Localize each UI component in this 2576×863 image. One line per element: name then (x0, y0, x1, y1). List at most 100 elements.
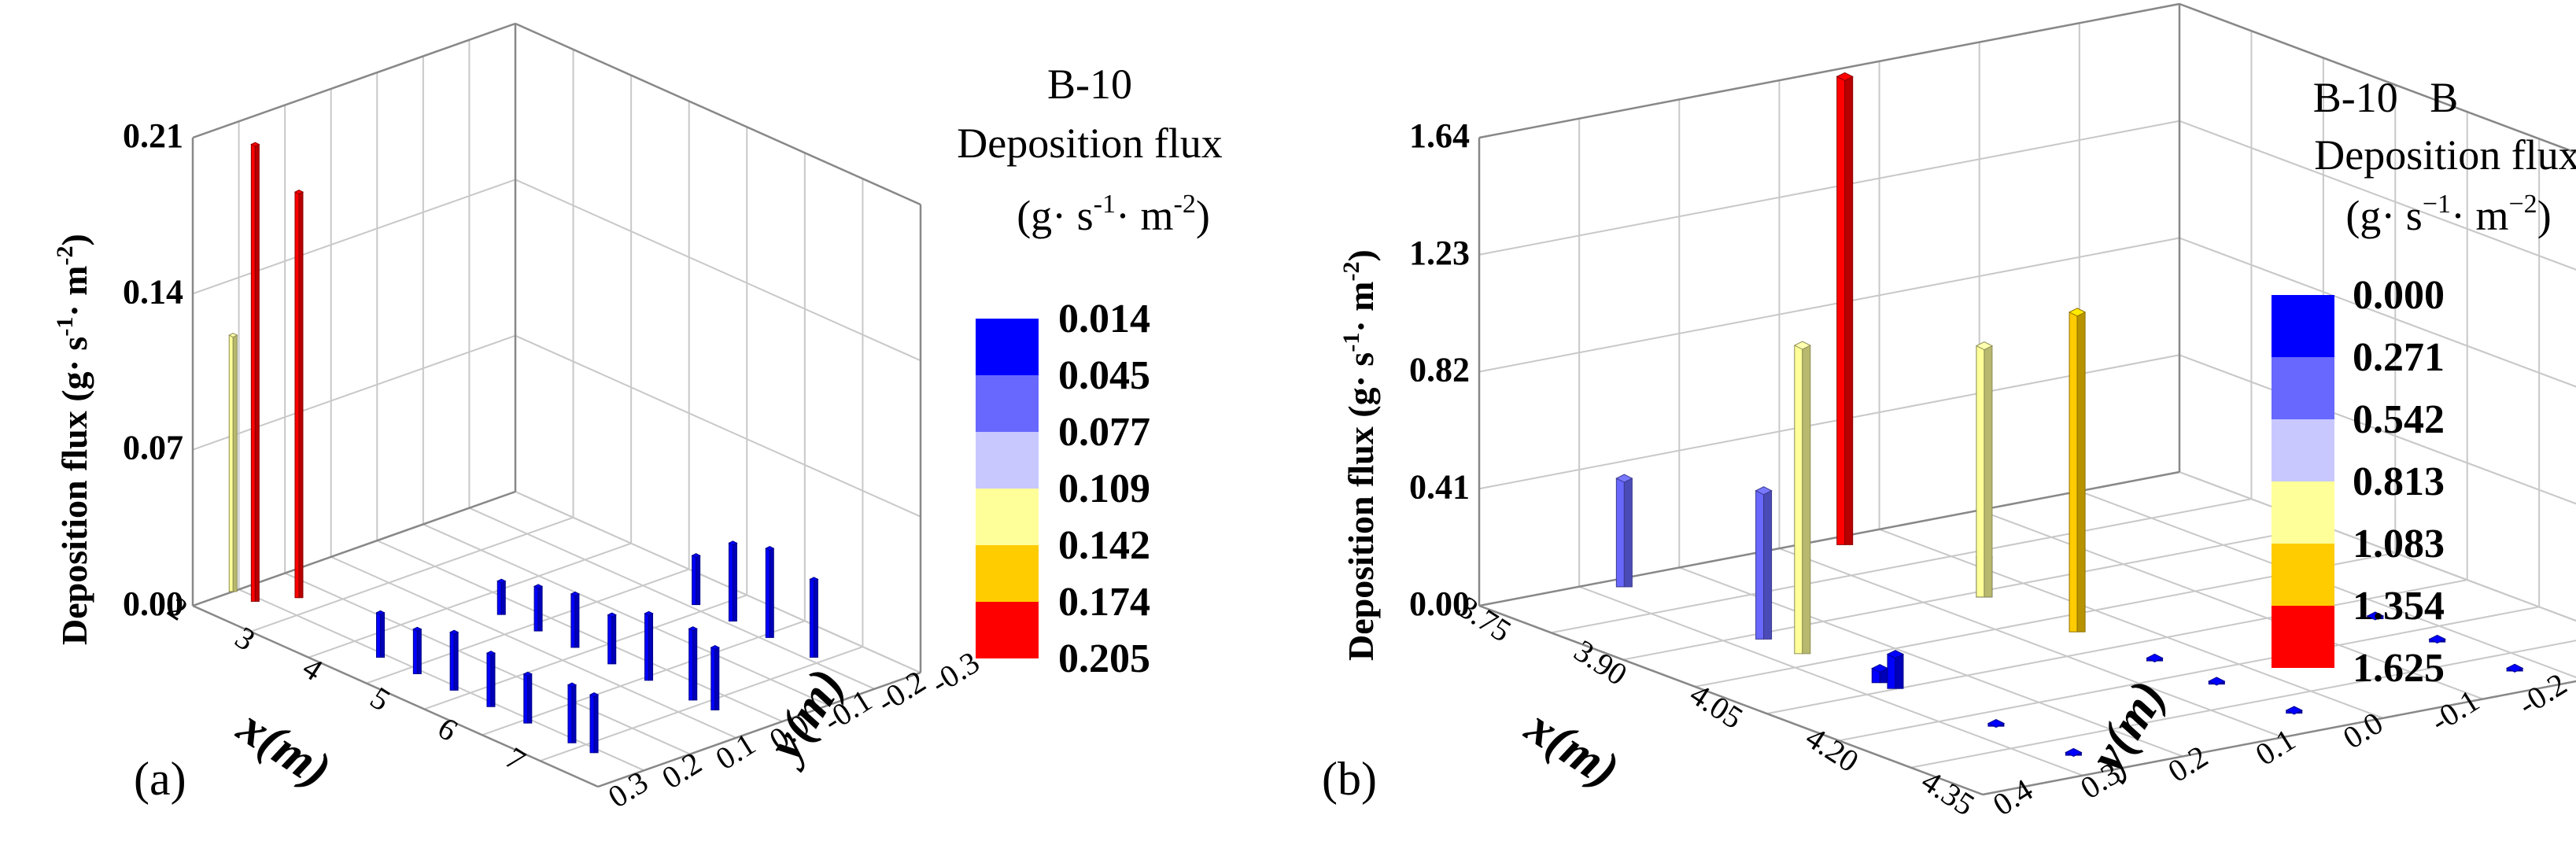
y-tick-label: -0.2 (2511, 666, 2573, 722)
z-tick-label: 0.14 (123, 272, 183, 311)
grid-line (423, 594, 747, 710)
bar (533, 584, 544, 632)
legend-color-block (976, 545, 1039, 602)
grid-line (376, 540, 783, 723)
axis-line (597, 671, 921, 788)
panel-b-legend-title-1: B-10 B (2313, 74, 2459, 121)
legend-color-block (976, 375, 1039, 432)
panel-b-x-axis-title: x(m) (1516, 698, 1629, 798)
bar (765, 546, 775, 638)
z-tick-label: 0.82 (1409, 351, 1470, 389)
y-tick-label: -0.2 (871, 663, 932, 720)
legend-color-block (976, 319, 1039, 375)
legend-level-label: 0.271 (2353, 335, 2445, 380)
legend-color-block (976, 432, 1039, 489)
grid-line (469, 507, 875, 690)
panel-a-legend-unit: (g· s-1· m-2) (1017, 190, 1210, 239)
grid-line (1879, 528, 2383, 719)
bar (644, 610, 654, 681)
y-tick-label: 0.0 (2337, 705, 2389, 756)
z-tick-label: 0.00 (123, 585, 183, 623)
bar (1793, 341, 1811, 655)
panel-b-label: (b) (1322, 753, 1377, 805)
x-tick-label: 3.90 (1568, 632, 1633, 692)
bar (1871, 664, 1889, 684)
legend-level-label: 0.205 (1058, 636, 1150, 681)
bar (496, 578, 507, 615)
grid-line (330, 555, 737, 739)
bar (728, 540, 738, 621)
panel-a-x-axis-title: x(m) (228, 698, 341, 798)
z-tick-label: 0.41 (1409, 467, 1470, 506)
x-tick-label: 4.20 (1799, 719, 1865, 779)
legend-color-block (976, 489, 1039, 545)
axis-line (192, 22, 516, 139)
legend-level-label: 0.109 (1058, 467, 1150, 511)
bar (566, 682, 578, 743)
grid-line (192, 179, 516, 295)
panel-a-bars (228, 142, 819, 754)
z-tick-label: 1.64 (1409, 116, 1470, 155)
grid-line (2179, 120, 2576, 271)
legend-level-label: 1.083 (2353, 522, 2445, 566)
grid-line (1766, 579, 2467, 715)
bar (809, 577, 819, 658)
legend-color-block (2272, 295, 2334, 357)
axis-line (1478, 470, 2180, 607)
grid-line (1838, 606, 2540, 742)
bar (589, 692, 600, 754)
grid-line (2179, 471, 2576, 622)
grid-line (1910, 640, 2576, 769)
grid-line (1478, 237, 2180, 373)
bar (691, 553, 701, 606)
bar (1975, 341, 1994, 598)
legend-level-label: 1.625 (2353, 646, 2445, 691)
panel-b-bars (1615, 72, 2524, 758)
axis-line (2179, 2, 2576, 154)
grid-line (423, 523, 829, 706)
bar (449, 629, 459, 691)
legend-level-label: 0.000 (2353, 273, 2445, 318)
bar (375, 610, 386, 658)
panel-b-z-axis-title: Deposition flux (g· s-1· m-2) (1338, 249, 1381, 661)
axis-line (1982, 680, 2576, 796)
grid-line (1551, 498, 2252, 634)
panel-a-legend-title-1: B-10 (1047, 61, 1132, 108)
bar (250, 142, 260, 602)
bar (570, 591, 581, 648)
legend-color-block (2272, 481, 2334, 544)
panel-b-legend-unit: (g· s−1· m−2) (2345, 190, 2551, 239)
grid-line (515, 491, 921, 673)
bar (688, 626, 698, 701)
grid-line (1979, 509, 2484, 700)
y-tick-label: 0.1 (2249, 721, 2301, 773)
legend-color-block (2272, 606, 2334, 668)
bar (2428, 634, 2446, 644)
panel-a-legend-title-2: Deposition flux (957, 120, 1222, 167)
legend-color-block (2272, 544, 2334, 606)
grid-line (2179, 237, 2576, 388)
grid-line (1779, 548, 2283, 739)
bar (2208, 677, 2226, 686)
y-tick-label: 0.3 (602, 764, 654, 815)
legend-color-block (2272, 357, 2334, 419)
z-tick-label: 0.07 (123, 429, 183, 467)
x-tick-label: 4.05 (1684, 676, 1749, 736)
bar (2065, 747, 2083, 758)
bar (2366, 611, 2385, 621)
z-tick-label: 0.00 (1409, 585, 1470, 623)
grid-line (515, 179, 921, 362)
bar (2506, 663, 2524, 673)
bar (1987, 718, 2006, 728)
panel-a-z-axis-title: Deposition flux (g· s-1· m-2) (52, 234, 94, 645)
panel-b-legend-title-2: Deposition flux (2314, 131, 2576, 179)
axis-line (1478, 604, 1984, 796)
bar (293, 190, 304, 599)
y-tick-label: 0.2 (2161, 738, 2213, 789)
legend-level-label: 0.542 (2353, 397, 2445, 442)
bar (1886, 650, 1905, 689)
bar (1755, 486, 1773, 640)
axis-line (1478, 2, 2180, 139)
bar (710, 645, 720, 710)
